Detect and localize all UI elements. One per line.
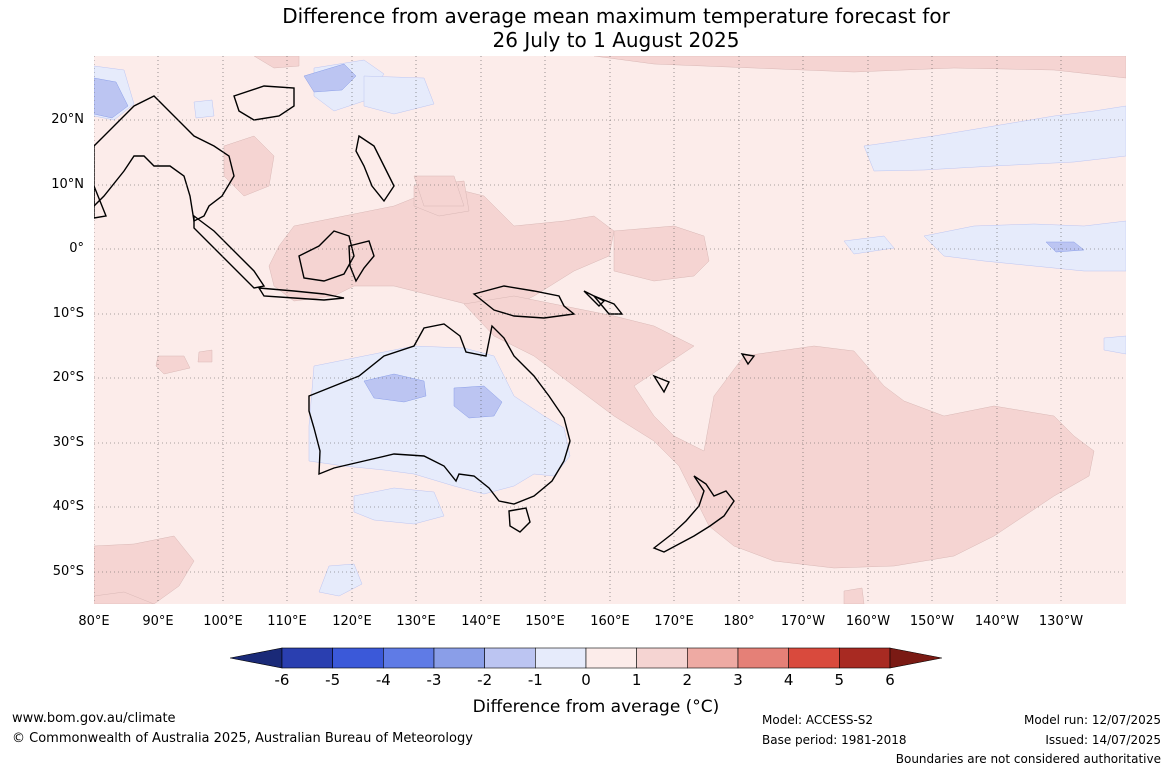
colorbar-tick-label: 3 — [733, 671, 743, 689]
colorbar — [229, 644, 943, 672]
lon-label: 180° — [723, 614, 755, 629]
lon-label: 100°E — [203, 614, 243, 629]
warm-anomaly-regions — [94, 56, 1126, 604]
lon-label: 150°W — [909, 614, 955, 629]
colorbar-tick-label: -3 — [426, 671, 442, 689]
colorbar-tick-label: 6 — [885, 671, 895, 689]
colorbar-swatch — [332, 647, 384, 669]
lat-label-20n: 20°N — [51, 112, 84, 127]
copyright-text: © Commonwealth of Australia 2025, Austra… — [12, 731, 473, 746]
colorbar-swatch — [788, 647, 840, 669]
colorbar-tick-label: 2 — [682, 671, 693, 689]
lat-label-10s: 10°S — [52, 306, 84, 321]
colorbar-label: Difference from average (°C) — [472, 697, 720, 717]
colorbar-swatch — [484, 647, 536, 669]
lat-label-20s: 20°S — [52, 370, 84, 385]
colorbar-tick-label: 0 — [581, 671, 591, 689]
title-line-1: Difference from average mean maximum tem… — [282, 4, 950, 28]
colorbar-swatch — [281, 647, 333, 669]
colorbar-swatch — [433, 647, 485, 669]
disclaimer-text: Boundaries are not considered authoritat… — [895, 752, 1161, 766]
issued-text: Issued: 14/07/2025 — [1045, 733, 1161, 747]
lon-label: 110°E — [267, 614, 307, 629]
lon-label: 120°E — [332, 614, 372, 629]
model-text: Model: ACCESS-S2 — [762, 713, 874, 727]
colorbar-swatch — [839, 647, 891, 669]
colorbar-swatch — [636, 647, 688, 669]
lat-label-0: 0° — [69, 241, 84, 256]
colorbar-tick-label: -2 — [477, 671, 493, 689]
colorbar-swatch — [687, 647, 739, 669]
lon-label: 90°E — [142, 614, 174, 629]
colorbar-tick-label: 1 — [631, 671, 642, 689]
lat-label-40s: 40°S — [52, 499, 84, 514]
lat-label-30s: 30°S — [52, 435, 84, 450]
colorbar-extend-low — [229, 647, 283, 669]
colorbar-swatch — [535, 647, 587, 669]
lon-label: 130°E — [396, 614, 436, 629]
colorbar-swatch — [383, 647, 435, 669]
lon-label: 140°W — [974, 614, 1020, 629]
colorbar-tick-label: -1 — [527, 671, 543, 689]
lon-label: 170°E — [654, 614, 694, 629]
colorbar-tick-label: 5 — [834, 671, 845, 689]
anomaly-map — [94, 56, 1126, 604]
lon-label: 80°E — [78, 614, 110, 629]
colorbar-swatch — [737, 647, 789, 669]
colorbar-extend-high — [889, 647, 943, 669]
title-line-2: 26 July to 1 August 2025 — [492, 28, 740, 52]
colorbar-swatches — [229, 647, 943, 669]
lon-label: 140°E — [461, 614, 501, 629]
coastlines — [94, 85, 756, 553]
model-run-text: Model run: 12/07/2025 — [1023, 713, 1161, 727]
lon-label: 160°W — [845, 614, 891, 629]
map-title: Difference from average mean maximum tem… — [0, 4, 1173, 52]
lat-label-10n: 10°N — [51, 177, 84, 192]
lon-label: 160°E — [590, 614, 630, 629]
lon-label: 170°W — [780, 614, 826, 629]
graticule — [94, 56, 1126, 604]
colorbar-tick-label: -5 — [325, 671, 341, 689]
website-text: www.bom.gov.au/climate — [12, 711, 176, 726]
colorbar-tick-label: -6 — [274, 671, 290, 689]
lon-label: 150°E — [525, 614, 565, 629]
moderate-cool-regions — [94, 63, 1085, 419]
colorbar-tick-label: 4 — [783, 671, 794, 689]
lon-label: 130°W — [1038, 614, 1084, 629]
map-panel — [94, 56, 1126, 604]
base-period-text: Base period: 1981-2018 — [762, 733, 907, 747]
lat-label-50s: 50°S — [52, 564, 84, 579]
colorbar-tick-label: -4 — [375, 671, 391, 689]
colorbar-swatch — [585, 647, 637, 669]
